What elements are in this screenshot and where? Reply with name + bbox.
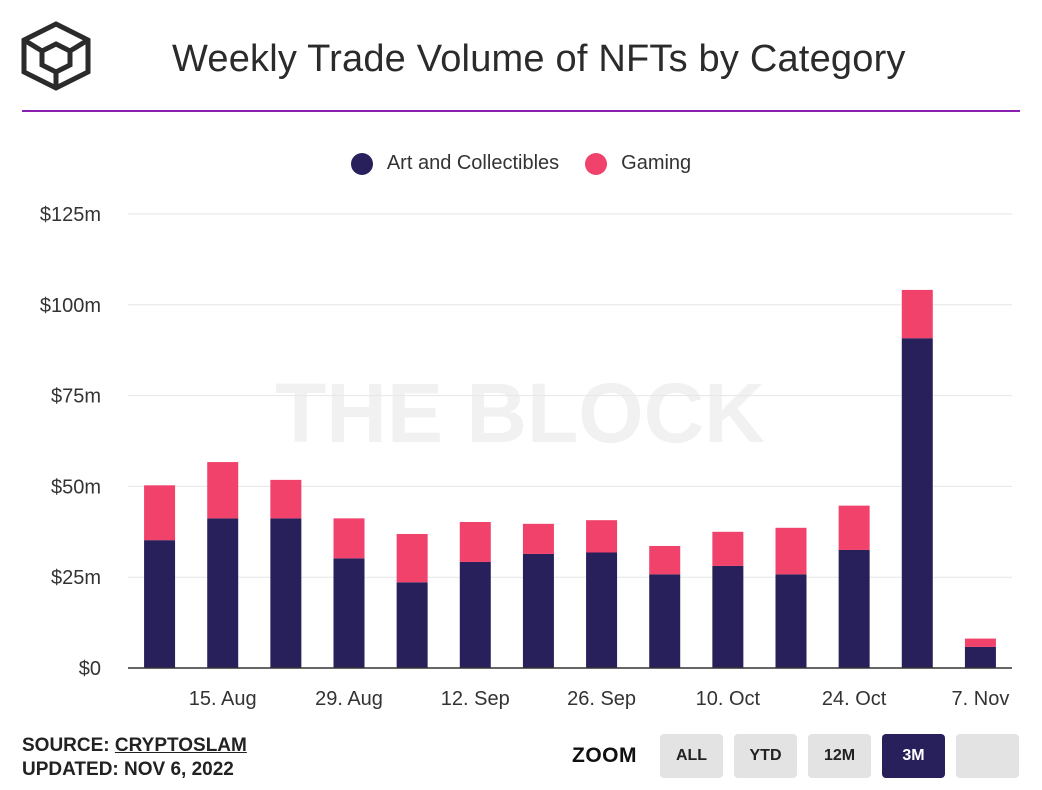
bar-art-and-collectibles[interactable]	[144, 540, 176, 668]
bar-gaming[interactable]	[775, 527, 807, 575]
legend-label-gaming: Gaming	[621, 152, 692, 174]
zoom-all-button[interactable]: ALL	[660, 734, 723, 778]
bar-art-and-collectibles[interactable]	[901, 338, 933, 668]
bar-art-and-collectibles[interactable]	[838, 549, 870, 668]
y-tick-label: $75m	[51, 386, 101, 408]
bar-art-and-collectibles[interactable]	[207, 518, 239, 668]
legend-swatch-art	[350, 152, 373, 175]
y-tick-label: $0	[79, 658, 101, 680]
x-tick-label: 10. Oct	[696, 688, 761, 710]
bar-gaming[interactable]	[333, 518, 365, 559]
bar-gaming[interactable]	[396, 533, 428, 583]
zoom-label: ZOOM	[572, 744, 637, 767]
zoom-ytd-button[interactable]: YTD	[734, 734, 797, 778]
bar-gaming[interactable]	[649, 545, 681, 575]
source-note: SOURCE: CRYPTOSLAM UPDATED: NOV 6, 2022	[22, 734, 247, 782]
bar-gaming[interactable]	[207, 462, 239, 519]
watermark: THE BLOCK	[275, 366, 765, 460]
zoom-3m-button[interactable]: 3M	[882, 734, 945, 778]
zoom-12m-button[interactable]: 12M	[808, 734, 871, 778]
legend-swatch-gaming	[585, 152, 608, 175]
y-tick-label: $25m	[51, 567, 101, 589]
bar-art-and-collectibles[interactable]	[712, 565, 744, 668]
zoom-controls: ZOOM ALL YTD 12M 3M	[572, 734, 1019, 778]
zoom-extra-button[interactable]	[956, 734, 1019, 778]
y-tick-label: $50m	[51, 476, 101, 498]
x-tick-label: 7. Nov	[952, 688, 1010, 710]
bar-art-and-collectibles[interactable]	[333, 558, 365, 668]
y-tick-label: $100m	[40, 295, 101, 317]
bar-gaming[interactable]	[838, 505, 870, 550]
legend-item-gaming[interactable]: Gaming	[585, 152, 691, 175]
bar-art-and-collectibles[interactable]	[522, 553, 554, 668]
bar-art-and-collectibles[interactable]	[396, 582, 428, 668]
x-tick-label: 26. Sep	[567, 688, 636, 710]
x-tick-label: 29. Aug	[315, 688, 383, 710]
bar-gaming[interactable]	[901, 289, 933, 339]
the-block-cube-icon	[21, 21, 91, 91]
bar-art-and-collectibles[interactable]	[964, 646, 996, 668]
chart-title: Weekly Trade Volume of NFTs by Category	[172, 38, 906, 80]
bar-art-and-collectibles[interactable]	[649, 574, 681, 668]
legend-item-art[interactable]: Art and Collectibles	[350, 152, 560, 175]
bar-gaming[interactable]	[144, 485, 176, 541]
bar-art-and-collectibles[interactable]	[775, 574, 807, 668]
bar-gaming[interactable]	[964, 638, 996, 647]
source-label: SOURCE:	[22, 735, 110, 756]
bar-gaming[interactable]	[522, 523, 554, 554]
legend-label-art: Art and Collectibles	[386, 152, 560, 174]
bar-gaming[interactable]	[270, 479, 302, 519]
bar-art-and-collectibles[interactable]	[586, 552, 618, 668]
bar-gaming[interactable]	[459, 521, 491, 562]
x-tick-label: 12. Sep	[441, 688, 510, 710]
source-link[interactable]: CRYPTOSLAM	[114, 735, 247, 756]
bar-gaming[interactable]	[712, 531, 744, 566]
updated-date: UPDATED: NOV 6, 2022	[22, 759, 234, 780]
bar-art-and-collectibles[interactable]	[459, 561, 491, 668]
x-tick-label: 15. Aug	[189, 688, 257, 710]
legend: Art and Collectibles Gaming	[0, 152, 1042, 175]
y-tick-label: $125m	[40, 204, 101, 226]
bar-gaming[interactable]	[586, 520, 618, 553]
bar-art-and-collectibles[interactable]	[270, 518, 302, 668]
header-divider	[22, 110, 1020, 112]
x-tick-label: 24. Oct	[822, 688, 887, 710]
